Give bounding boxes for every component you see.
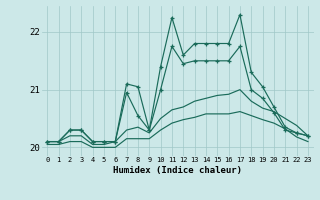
X-axis label: Humidex (Indice chaleur): Humidex (Indice chaleur) [113,166,242,175]
